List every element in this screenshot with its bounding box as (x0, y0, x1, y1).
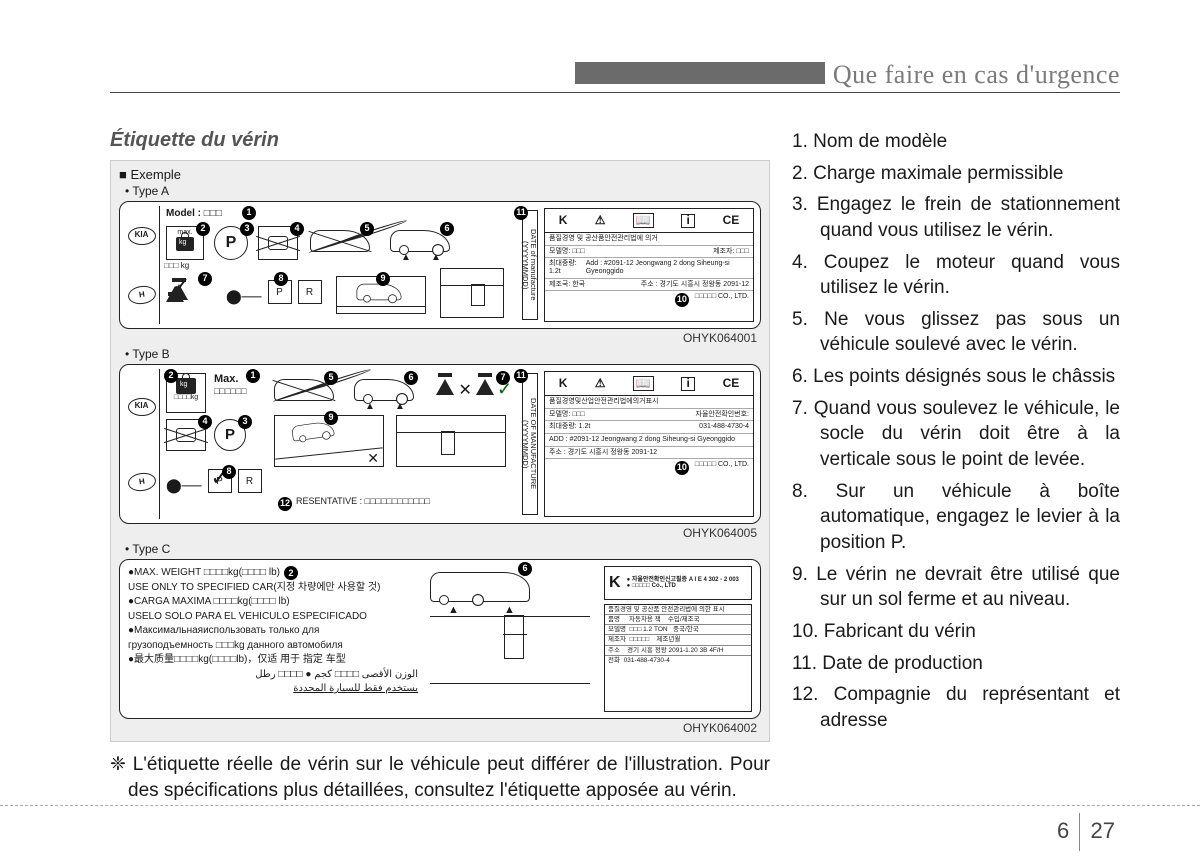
callout-10b: 10 (675, 461, 689, 475)
gear-selector-icons: ⬤── P R (226, 280, 322, 304)
callout-11: 11 (514, 206, 528, 220)
type-a-panel: KIA H Model : □□□ 1 max. kg 2 □ (119, 201, 761, 329)
callout-11b: 11 (514, 369, 528, 383)
type-c-jack-detail (430, 616, 590, 706)
page-section: 6 (1057, 818, 1069, 843)
legend-item-11: 11. Date de production (792, 651, 1120, 677)
callout-5b: 5 (324, 371, 338, 385)
callout-10: 10 (675, 293, 689, 307)
footnote: ❈ L'étiquette réelle de vérin sur le véh… (110, 752, 770, 803)
callout-9b: 9 (324, 411, 338, 425)
gear-b: ⬤── P R (166, 469, 262, 493)
callout-12b: 12 (278, 497, 292, 511)
frame-detail-icon (440, 268, 504, 318)
section-title: Étiquette du vérin (110, 129, 770, 152)
example-label: ■ Exemple (119, 167, 761, 182)
page-number: 27 (1091, 818, 1115, 843)
type-a-icons: Model : □□□ 1 max. kg 2 □□□ kg P 3 (164, 206, 514, 326)
cert-icons-a: K ⚠ 📖 i CE (545, 209, 753, 233)
legend-item-9: 9. Le vérin ne devrait être utilisé que … (792, 562, 1120, 613)
type-c-label: • Type C (125, 542, 761, 556)
callout-8: 8 (274, 272, 288, 286)
cert-box-a: K ⚠ 📖 i CE 품질경영 및 공산품안전관리법에 의거 모델명: □□□제… (544, 208, 754, 322)
legend-item-10: 10. Fabricant du vérin (792, 619, 1120, 645)
callout-3b: 3 (238, 415, 252, 429)
callout-6c: 6 (518, 562, 532, 576)
type-c-panel: ●MAX. WEIGHT □□□□kg(□□□□ lb) 2 USE ONLY … (119, 559, 761, 719)
jack-pair (166, 278, 188, 303)
legend-item-5: 5. Ne vous glissez pas sous un véhicule … (792, 307, 1120, 358)
legend-item-3: 3. Engagez le frein de stationnement qua… (792, 192, 1120, 243)
model-text: Model : □□□ (166, 208, 222, 219)
callout-6: 6 (440, 222, 454, 236)
callout-3: 3 (240, 222, 254, 236)
ref-code-a: OHYK064001 (119, 331, 757, 345)
page-header: Que faire en cas d'urgence (110, 60, 1120, 99)
brand-logos: KIA H (124, 206, 160, 324)
legend-item-7: 7. Quand vous soulevez le véhicule, le s… (792, 396, 1120, 473)
legend-item-12: 12. Compagnie du représentant et adresse (792, 682, 1120, 733)
header-title: Que faire en cas d'urgence (833, 60, 1120, 89)
hyundai-logo: H (126, 284, 156, 306)
type-b-label: • Type B (125, 347, 761, 361)
callout-5: 5 (360, 222, 374, 236)
callout-4: 4 (290, 222, 304, 236)
ref-code-c: OHYK064002 (119, 721, 757, 735)
callout-1: 1 (242, 206, 256, 220)
kia-logo: KIA (128, 227, 156, 245)
type-a-label: • Type A (125, 184, 761, 198)
legend-item-4: 4. Coupez le moteur quand vous utilisez … (792, 250, 1120, 301)
callout-2c: 2 (284, 566, 298, 580)
left-column: Étiquette du vérin ■ Exemple • Type A KI… (110, 129, 770, 803)
brand-logos-b: KIA H (124, 369, 160, 519)
page-footer: 6 27 (1057, 813, 1115, 851)
callout-9: 9 (376, 272, 390, 286)
frame-b (396, 415, 506, 467)
cert-box-b: K ⚠ 📖 i CE 품질경영및산업안전관리법에의거표시 모델명: □□□자율안… (544, 371, 754, 517)
callout-2: 2 (196, 222, 210, 236)
trim-line (0, 805, 1200, 806)
legend-item-2: 2. Charge maximale permissible (792, 161, 1120, 187)
callout-1b: 1 (246, 369, 260, 383)
legend-item-8: 8. Sur un véhicule à boîte automatique, … (792, 479, 1120, 556)
right-column: 1. Nom de modèle 2. Charge maximale perm… (792, 129, 1120, 803)
callout-6b: 6 (404, 371, 418, 385)
callout-8b: 8 (222, 465, 236, 479)
date-of-manufacture-b: DATE OF MANUFACTURE (YYYYMMDD) (522, 373, 538, 515)
type-c-right: K ● 자율안전확인신고필증 A I E 4 302 - 2 003● □□□□… (604, 566, 752, 712)
callout-4b: 4 (198, 415, 212, 429)
type-c-table: 품질경영 및 공산품 안전관리법에 의한 표시 품명 자동차용 잭 수입/제조국… (604, 604, 752, 712)
type-c-text: ●MAX. WEIGHT □□□□kg(□□□□ lb) 2 USE ONLY … (128, 566, 418, 697)
callout-7: 7 (198, 272, 212, 286)
date-of-manufacture-a: DATE of manufacture (YYYYMMDD) (522, 210, 538, 320)
type-b-panel: KIA H kg □□□□kg 2 Max. 1 □□□□□□ (119, 364, 761, 524)
legend-item-1: 1. Nom de modèle (792, 129, 1120, 155)
callout-2b: 2 (164, 369, 178, 383)
header-accent-bar (575, 62, 825, 84)
content-columns: Étiquette du vérin ■ Exemple • Type A KI… (110, 129, 1120, 803)
type-c-cert: K ● 자율안전확인신고필증 A I E 4 302 - 2 003● □□□□… (604, 566, 752, 600)
legend-list: 1. Nom de modèle 2. Charge maximale perm… (792, 129, 1120, 733)
diagram-container: ■ Exemple • Type A KIA H Model : □□□ 1 m… (110, 160, 770, 742)
type-c-car: 6 ▲ ▲ (430, 572, 530, 602)
ref-code-b: OHYK064005 (119, 526, 757, 540)
callout-7b: 7 (496, 371, 510, 385)
header-rule (110, 92, 1120, 93)
legend-item-6: 6. Les points désignés sous le châssis (792, 364, 1120, 390)
type-b-icons: kg □□□□kg 2 Max. 1 □□□□□□ 4 P 3 5 (164, 369, 514, 519)
